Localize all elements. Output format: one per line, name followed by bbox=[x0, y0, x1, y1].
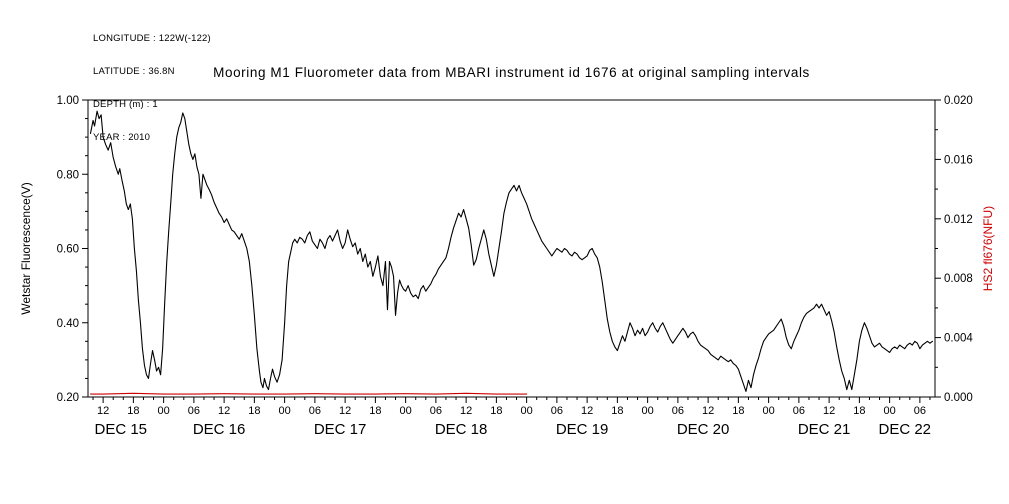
x-hour-tick-label: 06 bbox=[793, 405, 805, 417]
x-date-tick-label: DEC 21 bbox=[798, 421, 851, 438]
x-hour-tick-label: 18 bbox=[611, 405, 623, 417]
x-hour-tick-label: 00 bbox=[521, 405, 533, 417]
x-hour-tick-label: 18 bbox=[853, 405, 865, 417]
y-right-tick-label: 0.004 bbox=[944, 333, 973, 345]
y-axis-left: 0.20 0.40 0.60 0.80 1.00 bbox=[57, 95, 88, 404]
x-hour-tick-label: 18 bbox=[369, 405, 381, 417]
y-right-tick-label: 0.000 bbox=[944, 392, 973, 404]
metadata-block: LONGITUDE : 122W(-122) LATITUDE : 36.8N … bbox=[93, 11, 211, 165]
x-axis-major-ticks bbox=[102, 397, 921, 403]
x-hour-tick-label: 06 bbox=[309, 405, 321, 417]
y-left-tick-label: 0.20 bbox=[57, 392, 79, 404]
x-hour-tick-label: 00 bbox=[884, 405, 896, 417]
meta-longitude: LONGITUDE : 122W(-122) bbox=[93, 33, 211, 44]
y-right-tick-label: 0.008 bbox=[944, 273, 973, 285]
y-left-tick-label: 0.60 bbox=[57, 244, 79, 256]
meta-depth: DEPTH (m) : 1 bbox=[93, 99, 158, 110]
x-hour-tick-label: 06 bbox=[430, 405, 442, 417]
series-line-wetstar-fluorescence bbox=[89, 110, 934, 392]
x-date-tick-label: DEC 17 bbox=[314, 421, 367, 438]
x-hour-tick-label: 06 bbox=[188, 405, 200, 417]
x-hour-tick-label: 12 bbox=[218, 405, 230, 417]
y-right-tick-label: 0.020 bbox=[944, 95, 973, 107]
x-hour-tick-label: 12 bbox=[823, 405, 835, 417]
chart-title: Mooring M1 Fluorometer data from MBARI i… bbox=[213, 65, 810, 80]
x-hour-tick-label: 00 bbox=[279, 405, 291, 417]
series-line-hs2-fl676 bbox=[89, 392, 528, 395]
x-hour-tick-label: 18 bbox=[732, 405, 744, 417]
x-hour-tick-label: 06 bbox=[672, 405, 684, 417]
x-hour-tick-label: 18 bbox=[248, 405, 260, 417]
x-hour-tick-label: 12 bbox=[460, 405, 472, 417]
meta-latitude: LATITUDE : 36.8N bbox=[93, 66, 175, 77]
x-hour-tick-label: 12 bbox=[339, 405, 351, 417]
x-hour-tick-label: 18 bbox=[127, 405, 139, 417]
meta-year: YEAR : 2010 bbox=[93, 132, 151, 143]
x-date-tick-label: DEC 20 bbox=[677, 421, 730, 438]
x-date-tick-label: DEC 16 bbox=[193, 421, 246, 438]
x-axis-hour-labels: 12 18 00 06 12 18 00 06 12 18 00 06 12 18 00 06 12 18 00 06… bbox=[97, 405, 926, 417]
x-date-tick-label: DEC 15 bbox=[95, 421, 148, 438]
x-hour-tick-label: 00 bbox=[158, 405, 170, 417]
x-hour-tick-label: 00 bbox=[642, 405, 654, 417]
x-hour-tick-label: 12 bbox=[581, 405, 593, 417]
y-left-tick-label: 0.80 bbox=[57, 169, 79, 181]
x-axis-date-labels: DEC 15 DEC 16 DEC 17 DEC 18 DEC 19 DEC 20 DEC … bbox=[95, 421, 932, 438]
x-hour-tick-label: 00 bbox=[763, 405, 775, 417]
x-hour-tick-label: 12 bbox=[702, 405, 714, 417]
y-axis-left-title: Wetstar Fluorescence(V) bbox=[19, 182, 33, 315]
x-hour-tick-label: 12 bbox=[97, 405, 109, 417]
plot-frame bbox=[87, 99, 936, 398]
x-hour-tick-label: 06 bbox=[551, 405, 563, 417]
y-left-tick-label: 1.00 bbox=[57, 95, 79, 107]
y-axis-right: 0.000 0.004 0.008 0.012 0.016 0.020 bbox=[935, 95, 973, 404]
x-date-tick-label: DEC 22 bbox=[878, 421, 931, 438]
x-date-tick-label: DEC 18 bbox=[435, 421, 488, 438]
x-hour-tick-label: 18 bbox=[490, 405, 502, 417]
y-left-tick-label: 0.40 bbox=[57, 318, 79, 330]
y-right-tick-label: 0.012 bbox=[944, 214, 973, 226]
x-axis-minor-ticks bbox=[92, 397, 931, 400]
x-date-tick-label: DEC 19 bbox=[556, 421, 609, 438]
y-axis-right-title: HS2 fl676(NFU) bbox=[981, 206, 995, 291]
x-hour-tick-label: 06 bbox=[914, 405, 926, 417]
y-right-tick-label: 0.016 bbox=[944, 154, 973, 166]
x-hour-tick-label: 00 bbox=[400, 405, 412, 417]
